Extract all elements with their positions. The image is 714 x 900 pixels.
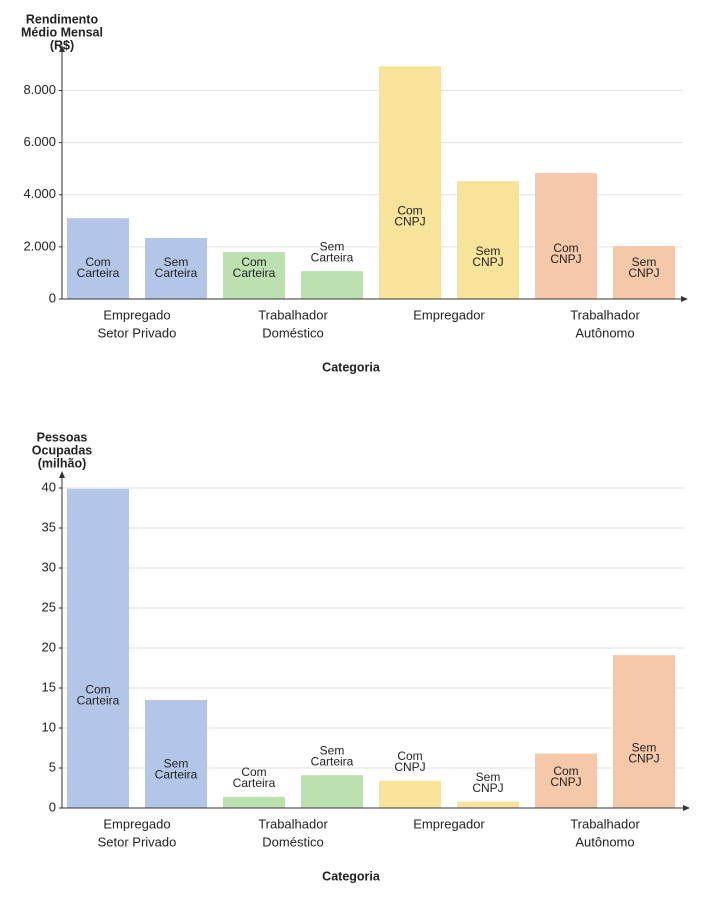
bar-label: Carteira [77,693,120,707]
bar-label: Sem [632,741,657,755]
bar-label: Sem [164,255,189,269]
bar [613,655,675,808]
bar [535,753,597,808]
bar-label: CNPJ [472,781,503,795]
y-tick-label: 4.000 [23,186,56,201]
bar [67,488,129,808]
bar-label: Carteira [77,266,120,280]
bar-label: Com [85,682,110,696]
bar-label: Com [241,255,266,269]
x-tick-label: Empregado [103,816,170,831]
y-tick-label: 0 [49,290,56,305]
bar-label: CNPJ [394,760,425,774]
bar-label: Com [553,241,578,255]
x-axis-label: Categoria [322,869,381,883]
bar-label: CNPJ [628,266,659,280]
bar-label: Com [397,204,422,218]
bar [457,181,519,299]
bar [301,271,363,299]
bar-label: Sem [476,770,501,784]
bar-label: Sem [476,244,501,258]
bar-label: Com [553,764,578,778]
bar [145,238,207,299]
bar [67,218,129,299]
y-tick-label: 0 [49,799,56,814]
bar-label: Sem [632,255,657,269]
bar-label: CNPJ [550,775,581,789]
bar [379,780,441,808]
y-tick-label: 40 [42,479,56,494]
bar-label: Sem [320,743,345,757]
bar [223,796,285,808]
bar-label: CNPJ [628,752,659,766]
x-tick-label: Empregador [413,307,485,322]
x-tick-label: Trabalhador [258,307,328,322]
bar-label: Com [241,765,266,779]
bar [457,801,519,808]
bar-label: Carteira [155,266,198,280]
x-tick-label: Setor Privado [98,325,177,340]
x-tick-label: Autônomo [575,834,634,849]
x-tick-label: Setor Privado [98,834,177,849]
bar [145,700,207,808]
y-tick-label: 6.000 [23,134,56,149]
y-axis-label: Médio Mensal [21,25,103,39]
bar-label: Com [397,749,422,763]
y-tick-label: 30 [42,559,56,574]
x-tick-label: Trabalhador [570,816,640,831]
bar-label: CNPJ [394,215,425,229]
y-axis-label: Pessoas [37,430,88,444]
bar-label: Carteira [155,767,198,781]
x-tick-label: Trabalhador [570,307,640,322]
bar [223,252,285,299]
y-tick-label: 20 [42,639,56,654]
bar [379,66,441,299]
bar [301,775,363,808]
bar-label: Carteira [233,266,276,280]
y-tick-label: 5 [49,759,56,774]
bar-label: Sem [320,239,345,253]
y-axis-label: Ocupadas [32,443,92,457]
y-tick-label: 15 [42,679,56,694]
y-tick-label: 8.000 [23,82,56,97]
y-tick-label: 25 [42,599,56,614]
bar-label: CNPJ [550,252,581,266]
x-tick-label: Trabalhador [258,816,328,831]
x-tick-label: Empregado [103,307,170,322]
y-axis-label: (milhão) [38,456,87,470]
bar-label: Carteira [311,250,354,264]
y-tick-label: 10 [42,719,56,734]
x-tick-label: Empregador [413,816,485,831]
bar-label: Sem [164,756,189,770]
bar [535,173,597,299]
bar-label: Carteira [311,754,354,768]
x-tick-label: Doméstico [262,325,323,340]
y-tick-label: 35 [42,519,56,534]
y-tick-label: 2.000 [23,238,56,253]
x-tick-label: Doméstico [262,834,323,849]
bar-label: Carteira [233,776,276,790]
bar-label: Com [85,255,110,269]
x-axis-label: Categoria [322,360,381,374]
x-tick-label: Autônomo [575,325,634,340]
bar-label: CNPJ [472,255,503,269]
bar [613,246,675,299]
y-axis-label: Rendimento [26,12,99,26]
